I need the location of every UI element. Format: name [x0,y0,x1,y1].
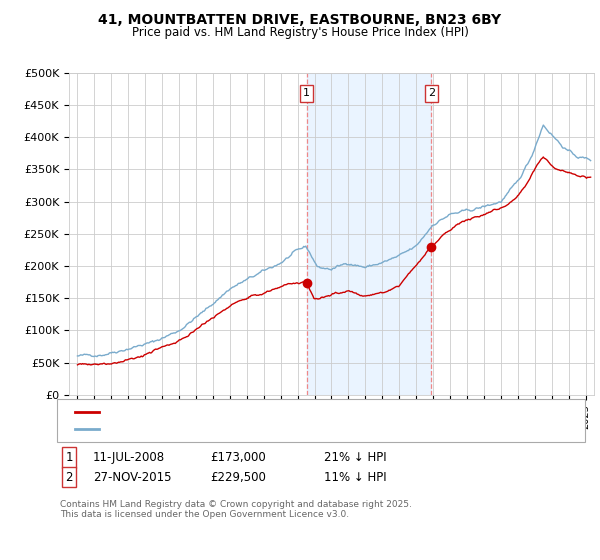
Text: Price paid vs. HM Land Registry's House Price Index (HPI): Price paid vs. HM Land Registry's House … [131,26,469,39]
Text: 11% ↓ HPI: 11% ↓ HPI [324,470,386,484]
Text: HPI: Average price, semi-detached house, Eastbourne: HPI: Average price, semi-detached house,… [105,424,386,434]
Text: 41, MOUNTBATTEN DRIVE, EASTBOURNE, BN23 6BY: 41, MOUNTBATTEN DRIVE, EASTBOURNE, BN23 … [98,13,502,27]
Text: 1: 1 [65,451,73,464]
Text: £173,000: £173,000 [210,451,266,464]
Text: £229,500: £229,500 [210,470,266,484]
Text: 41, MOUNTBATTEN DRIVE, EASTBOURNE, BN23 6BY (semi-detached house): 41, MOUNTBATTEN DRIVE, EASTBOURNE, BN23 … [105,407,497,417]
Text: 21% ↓ HPI: 21% ↓ HPI [324,451,386,464]
Text: 27-NOV-2015: 27-NOV-2015 [93,470,172,484]
Text: Contains HM Land Registry data © Crown copyright and database right 2025.
This d: Contains HM Land Registry data © Crown c… [60,500,412,519]
Text: 11-JUL-2008: 11-JUL-2008 [93,451,165,464]
Text: 2: 2 [428,88,435,99]
Bar [307,73,431,395]
Text: 1: 1 [303,88,310,99]
Text: 2: 2 [65,470,73,484]
